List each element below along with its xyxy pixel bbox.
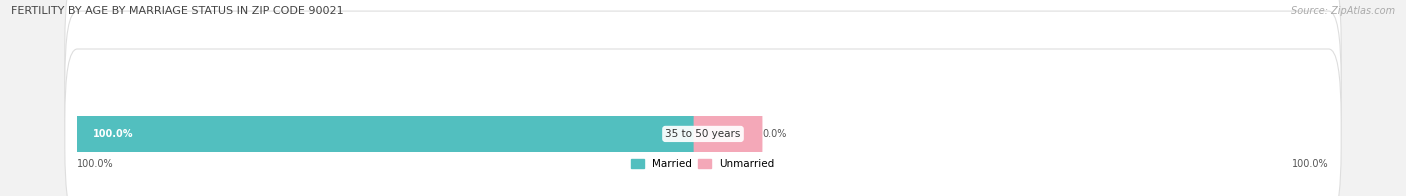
FancyBboxPatch shape [693, 29, 762, 163]
FancyBboxPatch shape [65, 49, 716, 196]
FancyBboxPatch shape [65, 11, 1341, 181]
FancyBboxPatch shape [693, 0, 762, 125]
Text: 15 to 19 years: 15 to 19 years [665, 53, 741, 63]
Legend: Married, Unmarried: Married, Unmarried [631, 159, 775, 169]
FancyBboxPatch shape [65, 0, 1341, 143]
FancyBboxPatch shape [693, 67, 762, 196]
Text: Source: ZipAtlas.com: Source: ZipAtlas.com [1291, 6, 1395, 16]
Text: 100.0%: 100.0% [93, 129, 134, 139]
Text: 100.0%: 100.0% [77, 159, 114, 169]
Text: 0.0%: 0.0% [762, 129, 787, 139]
FancyBboxPatch shape [644, 0, 713, 125]
Text: 0.0%: 0.0% [762, 53, 787, 63]
Text: 0.0%: 0.0% [762, 91, 787, 101]
Text: 35 to 50 years: 35 to 50 years [665, 129, 741, 139]
Text: 0.0%: 0.0% [619, 53, 644, 63]
Text: 100.0%: 100.0% [1292, 159, 1329, 169]
FancyBboxPatch shape [65, 49, 1341, 196]
Text: 20 to 34 years: 20 to 34 years [665, 91, 741, 101]
FancyBboxPatch shape [644, 29, 713, 163]
Text: FERTILITY BY AGE BY MARRIAGE STATUS IN ZIP CODE 90021: FERTILITY BY AGE BY MARRIAGE STATUS IN Z… [11, 6, 344, 16]
Text: 0.0%: 0.0% [619, 91, 644, 101]
